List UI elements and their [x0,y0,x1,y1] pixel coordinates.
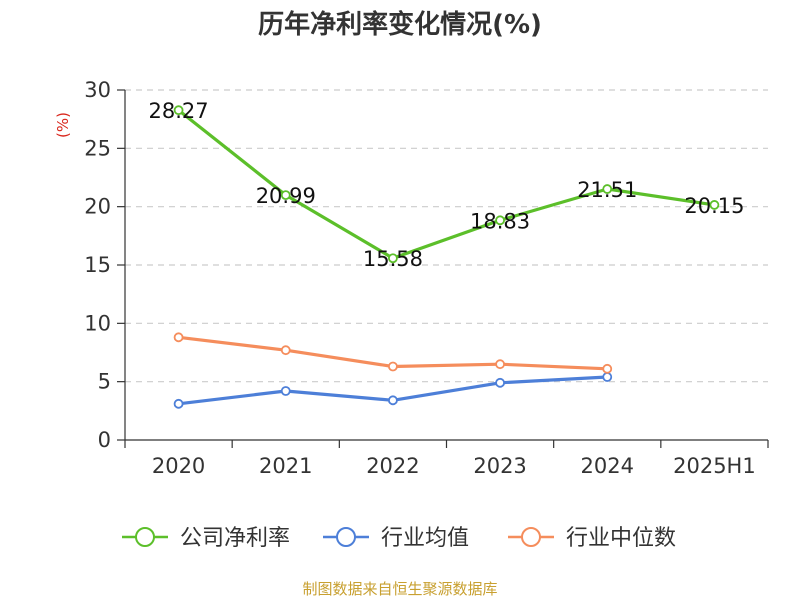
axes: 0 5 10 15 20 25 30 2020 2021 2022 2023 2024 2025H1 [84,78,769,478]
y-tick-label: 15 [84,253,111,277]
legend-marker [135,527,155,547]
data-label: 28.27 [149,99,209,123]
legend-label: 行业均值 [381,526,469,551]
data-label: 18.83 [470,209,530,233]
data-point [280,386,291,396]
data-point [280,190,291,201]
data-point [173,105,184,116]
legend-label: 行业中位数 [566,526,676,551]
data-point [173,398,184,409]
y-tick-label: 20 [84,195,111,219]
x-tick-label: 2022 [366,454,419,478]
legend-item-0[interactable]: 公司净利率 [122,526,290,551]
legend-label: 公司净利率 [180,526,290,551]
data-point [495,215,505,226]
x-tick-label: 2024 [581,454,634,478]
legend-marker [336,527,356,547]
data-point [388,361,398,372]
y-tick-label: 10 [84,311,111,335]
series-line-0 [177,108,715,260]
y-axis-label: (%) [54,112,72,138]
y-tick-label: 0 [98,428,111,452]
x-tick-label: 2023 [473,454,526,478]
y-tick-label: 30 [84,78,111,102]
x-tick-label: 2020 [152,454,205,478]
source-note: 制图数据来自恒生聚源数据库 [302,580,497,598]
data-point [280,345,291,356]
data-point [602,184,613,194]
data-point [388,253,398,264]
x-tick-label: 2021 [259,454,312,478]
data-point [495,377,505,388]
data-point [602,363,613,374]
grid-lines [125,89,768,383]
data-label: 20.15 [684,194,744,218]
legend-item-2[interactable]: 行业中位数 [508,526,676,551]
y-tick-label: 25 [84,136,111,160]
data-point [709,200,720,210]
series-lines [173,105,720,409]
data-point [173,332,184,343]
y-tick-label: 5 [98,370,111,394]
data-labels: 28.27 20.99 15.58 18.83 21.51 20.15 [149,99,745,271]
data-label: 21.51 [577,178,637,202]
data-label: 15.58 [363,247,423,271]
legend[interactable]: 公司净利率 行业均值 行业中位数 [122,526,676,551]
chart-title: 历年净利率变化情况(%) [258,9,542,40]
data-label: 20.99 [256,184,316,208]
data-point [388,395,398,406]
x-tick-label: 2025H1 [673,454,756,478]
legend-item-1[interactable]: 行业均值 [323,526,469,551]
data-point [495,359,505,370]
legend-marker [521,527,541,547]
data-point [602,372,613,382]
